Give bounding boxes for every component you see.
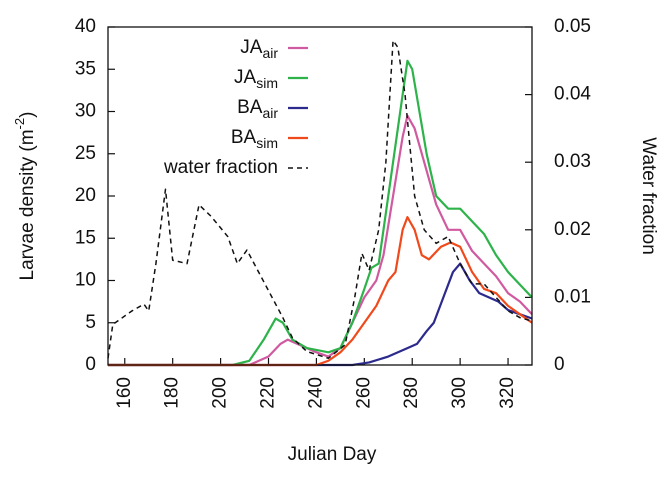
x-tick-label: 300 [449, 377, 470, 409]
series-line [107, 39, 533, 359]
y-axis-title-main: Larvae density (m [17, 129, 38, 280]
y-tick-label: 25 [75, 143, 96, 164]
series-line [108, 262, 533, 367]
y-tick-label: 20 [75, 185, 96, 206]
y-tick-label: 30 [75, 101, 96, 122]
series-line [108, 114, 533, 367]
legend-name: BA [231, 127, 257, 148]
legend-name: BA [237, 97, 263, 118]
legend-sub: sim [256, 75, 278, 91]
x-tick-label: 160 [114, 377, 135, 409]
x-tick-label: 240 [305, 377, 326, 409]
legend-name: JA [240, 37, 263, 58]
legend-label: BAair [237, 97, 278, 121]
y2-tick-label: 0.03 [554, 151, 591, 172]
y-tick-label: 5 [85, 312, 96, 333]
y2-tick-label: 0 [554, 354, 565, 375]
legend-sub: sim [256, 135, 278, 151]
x-tick-label: 320 [497, 377, 518, 409]
legend-label: JAair [240, 37, 278, 61]
legend-name: water fraction [163, 157, 278, 178]
legend-name: JA [234, 67, 257, 88]
legend-sub: air [262, 45, 278, 61]
legend-label: BAsim [231, 127, 278, 151]
y2-tick-label: 0.04 [554, 84, 591, 105]
y2-tick-label: 0.01 [554, 286, 591, 307]
y-tick-label: 0 [85, 354, 96, 375]
series-line [108, 216, 533, 367]
x-tick-label: 200 [210, 377, 231, 409]
y-axis-title-sup: -2 [12, 118, 27, 130]
y-axis-title-end: ) [17, 112, 38, 118]
x-tick-label: 180 [162, 377, 183, 409]
y-tick-label: 40 [75, 16, 96, 37]
x-tick-label: 260 [353, 377, 374, 409]
y2-tick-label: 0.02 [554, 219, 591, 240]
y-tick-label: 10 [75, 270, 96, 291]
y-tick-label: 35 [75, 58, 96, 79]
legend-label: JAsim [234, 67, 278, 91]
y2-tick-label: 0.05 [554, 16, 591, 37]
legend-sub: air [262, 105, 278, 121]
legend-label: water fraction [163, 157, 278, 178]
x-axis-title: Julian Day [288, 444, 377, 465]
y2-axis-title: Water fraction [638, 137, 659, 255]
y-tick-label: 15 [75, 227, 96, 248]
x-tick-label: 280 [401, 377, 422, 409]
series-line [108, 59, 533, 367]
y-axis-title: Larvae density (m-2) [12, 112, 38, 281]
plot-frame [107, 26, 533, 366]
x-tick-label: 220 [258, 377, 279, 409]
